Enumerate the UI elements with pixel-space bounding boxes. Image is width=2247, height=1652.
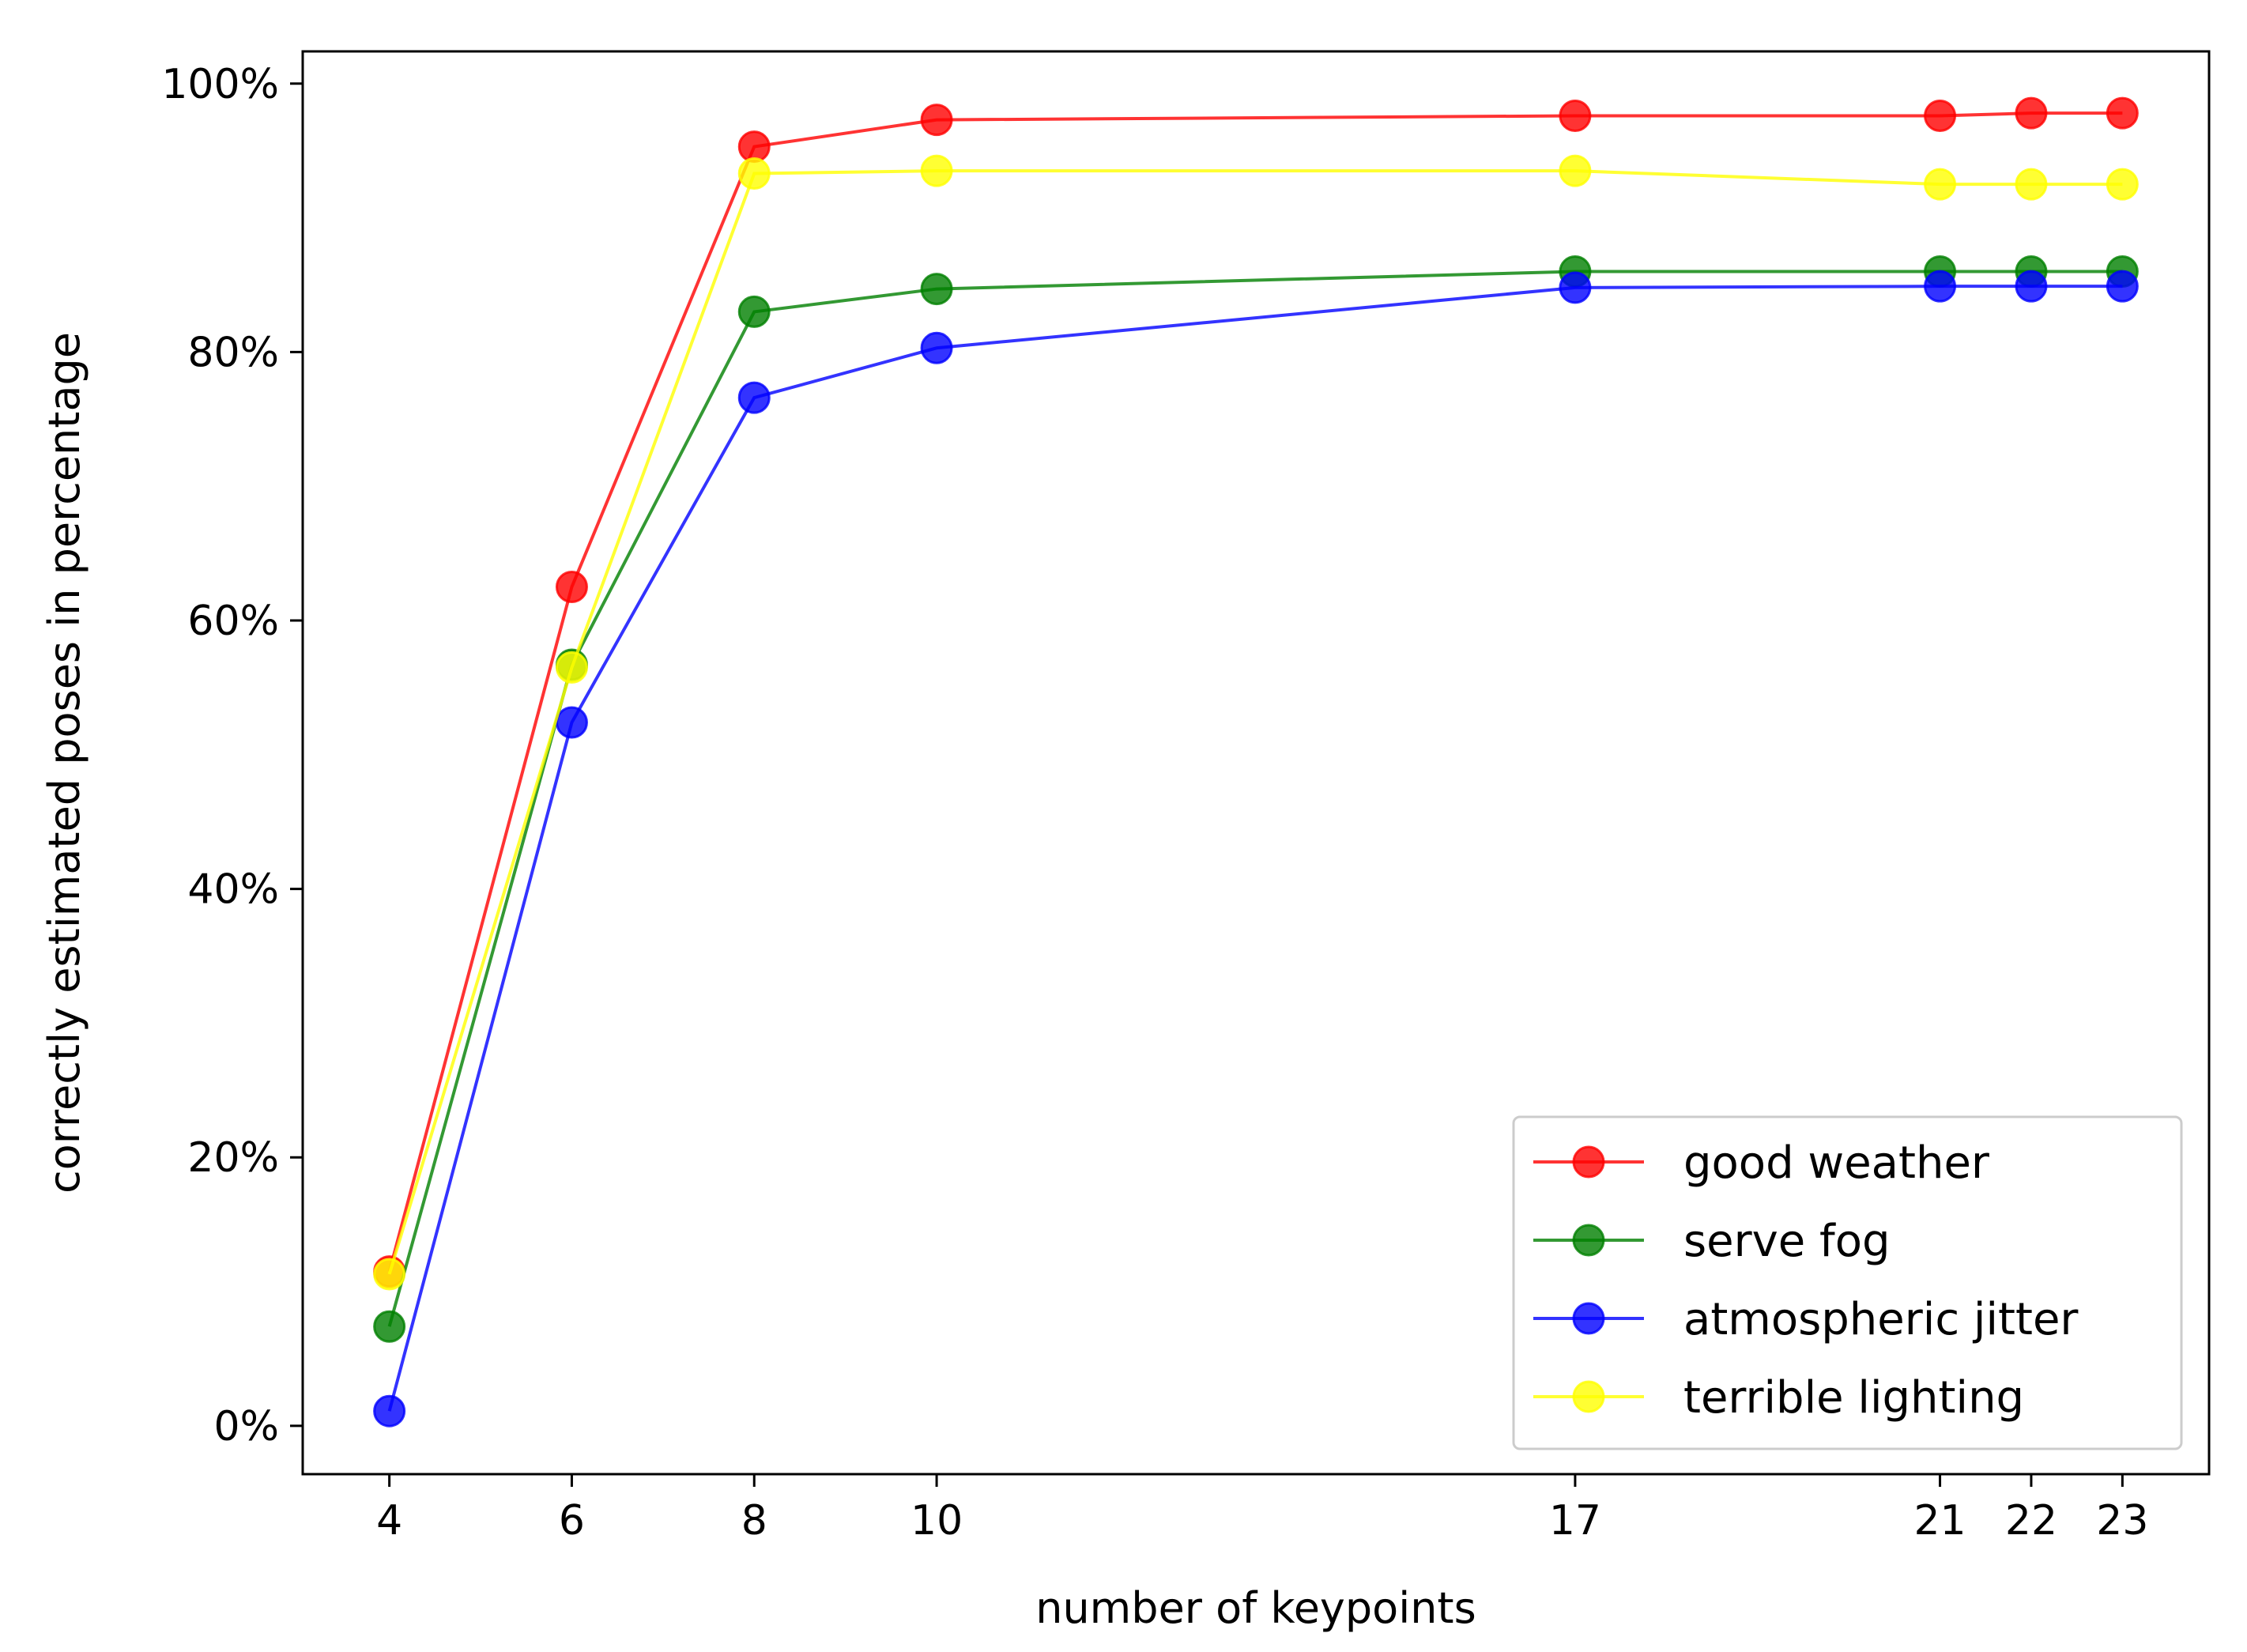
y-tick-label: 80% [187, 329, 279, 376]
y-tick-label: 100% [161, 61, 279, 108]
legend-entry: terrible lighting [1533, 1372, 2024, 1424]
data-point [920, 273, 953, 306]
x-tick-label: 8 [741, 1497, 767, 1545]
legend-marker [1572, 1380, 1605, 1413]
y-tick-label: 60% [187, 598, 279, 645]
legend-label: atmospheric jitter [1683, 1294, 2079, 1345]
data-point [1559, 271, 1592, 304]
data-point [555, 571, 588, 604]
data-point [555, 651, 588, 684]
x-tick-label: 17 [1549, 1497, 1601, 1545]
data-point [920, 154, 953, 187]
legend: good weather serve fog atmospheric jitter t… [1512, 1115, 2183, 1450]
data-point [1924, 100, 1957, 133]
data-point [1924, 168, 1957, 201]
series-terrible-lighting [373, 154, 2139, 1291]
legend-entry: atmospheric jitter [1533, 1294, 2079, 1345]
data-point [737, 130, 771, 164]
data-point [920, 104, 953, 137]
y-tick-label: 0% [214, 1403, 280, 1450]
axes: 4 6 8 10 17 21 22 23 0% 20% 40% 60% 80% 100% [161, 61, 2148, 1545]
data-point [2106, 168, 2139, 201]
data-point [2015, 168, 2048, 201]
legend-entry: serve fog [1533, 1216, 1891, 1267]
y-axis-label: correctly estimated poses in percentage [40, 332, 89, 1194]
x-tick-label: 21 [1913, 1497, 1966, 1545]
legend-box [1512, 1115, 2183, 1450]
x-tick-label: 22 [2005, 1497, 2057, 1545]
data-point [737, 381, 771, 414]
data-point [373, 1258, 406, 1291]
y-tick-label: 40% [187, 866, 279, 914]
legend-marker [1572, 1302, 1605, 1335]
x-tick-label: 10 [910, 1497, 963, 1545]
series-serve-fog [373, 255, 2139, 1343]
data-point [2106, 270, 2139, 303]
data-point [1559, 154, 1592, 187]
x-tick-label: 23 [2096, 1497, 2148, 1545]
data-point [1559, 100, 1592, 133]
legend-marker [1572, 1224, 1605, 1257]
data-point [373, 1310, 406, 1343]
legend-marker [1572, 1145, 1605, 1179]
data-point [555, 706, 588, 739]
x-axis-label: number of keypoints [1035, 1583, 1476, 1633]
legend-label: serve fog [1683, 1216, 1891, 1267]
plot-area [373, 96, 2139, 1428]
data-point [920, 331, 953, 364]
data-point [2106, 96, 2139, 130]
data-point [373, 1394, 406, 1428]
data-point [2015, 270, 2048, 303]
y-tick-label: 20% [187, 1134, 279, 1182]
legend-entry: good weather [1533, 1137, 1990, 1189]
x-tick-label: 6 [559, 1497, 585, 1545]
legend-label: good weather [1683, 1137, 1990, 1189]
data-point [737, 295, 771, 328]
data-point [737, 157, 771, 190]
legend-label: terrible lighting [1683, 1372, 2024, 1424]
data-point [1924, 270, 1957, 303]
axes-frame [301, 50, 2211, 1476]
data-point [2015, 96, 2048, 130]
x-tick-label: 4 [376, 1497, 402, 1545]
series-atmospheric-jitter [373, 270, 2139, 1428]
